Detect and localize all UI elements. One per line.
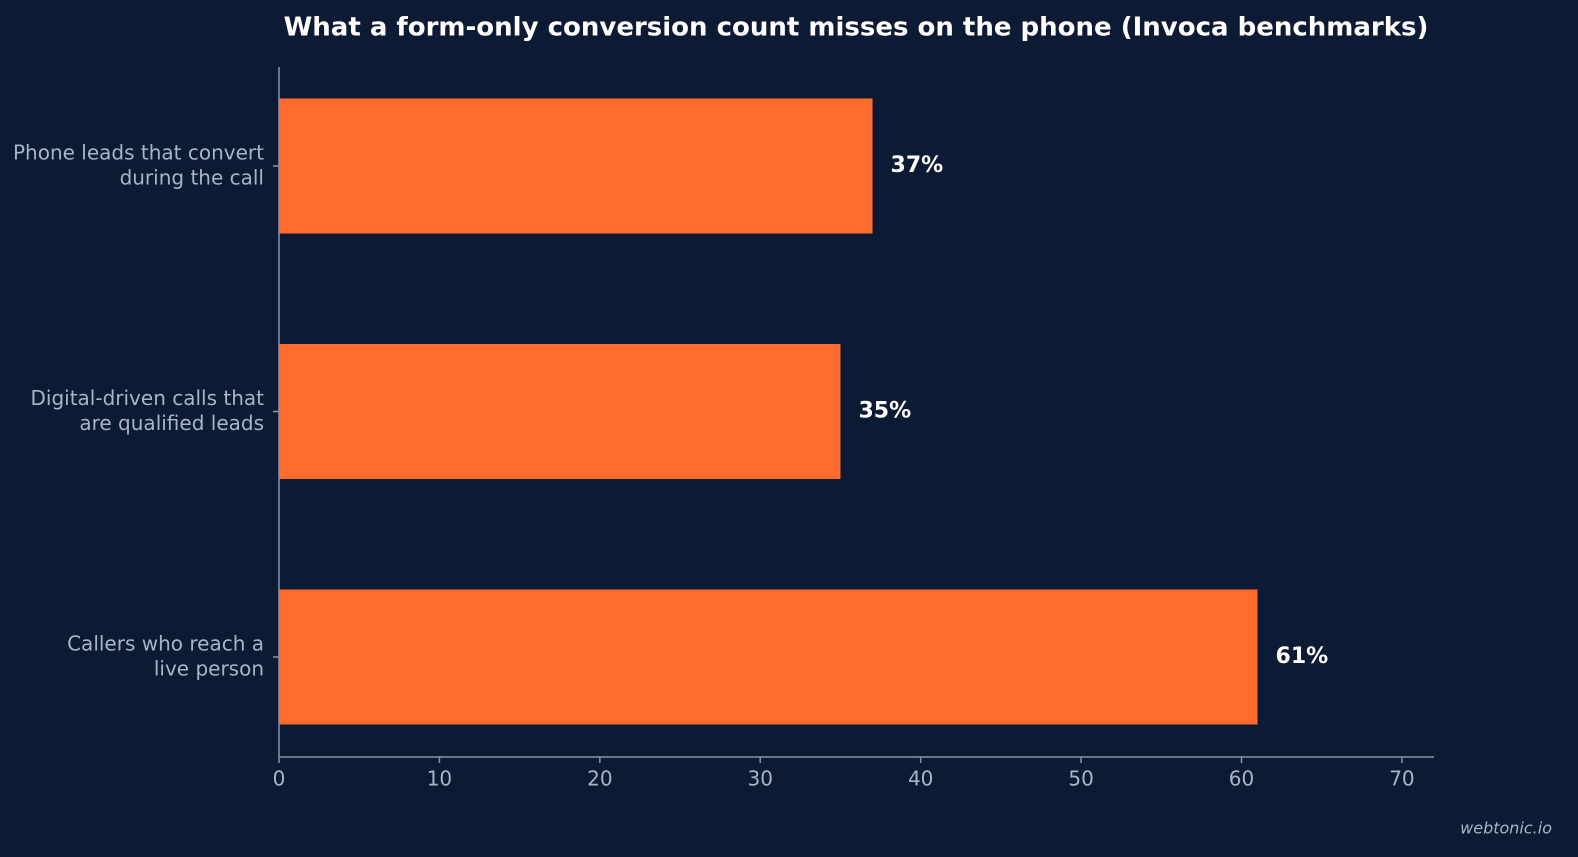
value-label: 37%: [891, 153, 944, 178]
x-tick-label: 10: [427, 767, 452, 791]
y-tick-label-line: Digital-driven calls that: [31, 386, 265, 410]
y-tick-label-line: are qualified leads: [79, 411, 264, 435]
bar: [279, 98, 873, 234]
y-tick-label-line: during the call: [120, 165, 264, 189]
chart-title: What a form-only conversion count misses…: [284, 13, 1429, 43]
x-tick-label: 60: [1229, 767, 1254, 791]
y-tick-label-line: Phone leads that convert: [13, 140, 264, 164]
x-tick-label: 30: [748, 767, 773, 791]
x-tick-label: 20: [587, 767, 612, 791]
value-label: 61%: [1276, 644, 1329, 669]
x-tick-label: 40: [908, 767, 933, 791]
bar: [279, 589, 1258, 725]
value-label: 35%: [858, 399, 911, 424]
bar: [279, 344, 841, 479]
x-tick-label: 0: [273, 767, 286, 791]
x-tick-label: 50: [1068, 767, 1093, 791]
y-tick-label-line: live person: [154, 656, 264, 680]
x-tick-label: 70: [1389, 767, 1414, 791]
watermark: webtonic.io: [1460, 819, 1552, 838]
y-tick-label: Phone leads that convert during the call: [13, 140, 264, 189]
y-tick-label: Callers who reach a live person: [67, 631, 264, 680]
y-tick-label-line: Callers who reach a: [67, 631, 264, 655]
y-tick-label: Digital-driven calls that are qualified l…: [31, 386, 265, 435]
